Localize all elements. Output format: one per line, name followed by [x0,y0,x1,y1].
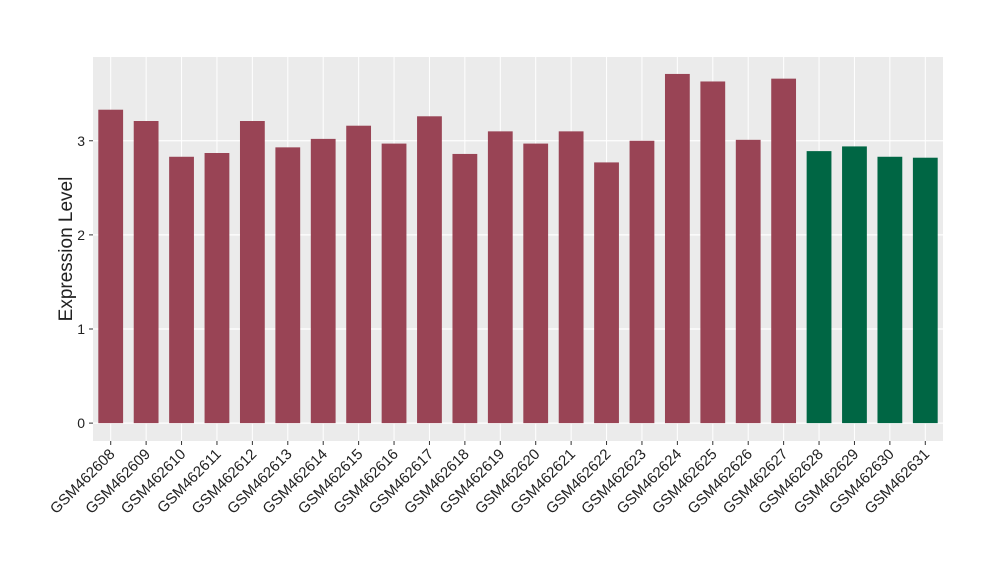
bar [664,73,690,424]
bar [558,131,584,424]
bar [239,121,265,424]
y-tick-label: 0 [77,415,85,431]
y-tick-label: 1 [77,321,85,337]
bar [842,146,867,424]
y-tick-label: 3 [77,133,85,149]
bar [629,140,655,424]
y-tick-label: 2 [77,227,85,243]
bar [806,151,832,424]
bar [594,162,619,424]
bar [771,78,797,424]
bar [487,131,513,424]
bar [133,121,159,424]
bar [877,156,903,424]
bar [452,153,478,424]
bar [346,125,372,424]
bar [204,153,230,424]
bar [381,143,407,424]
bar [98,109,124,424]
bar [275,147,301,424]
bar [735,139,761,424]
bar [310,138,336,424]
bar [912,157,938,424]
y-axis-title: Expression Level [56,177,77,322]
panel [93,57,943,441]
bar [417,116,442,424]
bar [523,143,549,424]
bar [169,156,194,424]
bar [700,81,726,424]
